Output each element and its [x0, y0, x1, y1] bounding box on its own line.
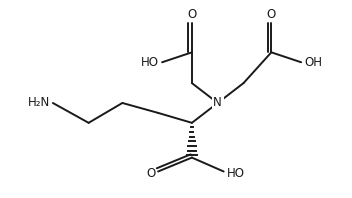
Text: O: O	[267, 8, 276, 21]
Text: O: O	[187, 8, 196, 21]
Text: OH: OH	[304, 56, 322, 69]
Text: H₂N: H₂N	[28, 96, 50, 109]
Text: HO: HO	[141, 56, 159, 69]
Text: HO: HO	[227, 167, 245, 180]
Text: N: N	[213, 96, 222, 109]
Text: O: O	[146, 167, 155, 180]
